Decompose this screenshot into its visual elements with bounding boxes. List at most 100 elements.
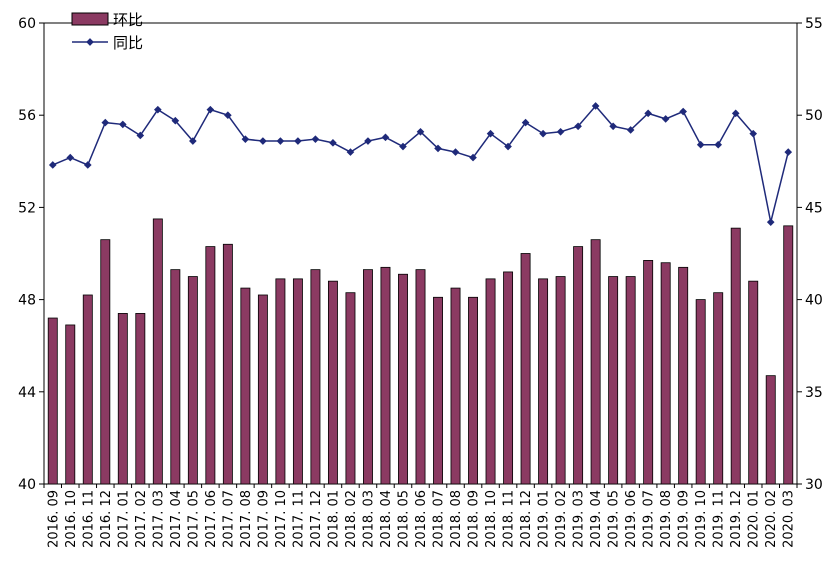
bar-2020.01 bbox=[748, 280, 759, 485]
x-tick-label: 2017. 11 bbox=[291, 490, 306, 548]
x-tick-label: 2020. 01 bbox=[747, 490, 762, 548]
x-tick-label: 2019. 11 bbox=[712, 490, 727, 548]
bar-2017.12 bbox=[310, 269, 321, 485]
x-tick-label: 2017. 12 bbox=[309, 490, 324, 548]
x-tick-label: 2018. 12 bbox=[519, 490, 534, 548]
bar-2019.01 bbox=[538, 278, 549, 485]
line-point-2017.11 bbox=[294, 137, 302, 145]
bar-2018.11 bbox=[503, 271, 514, 485]
x-tick-label: 2019. 02 bbox=[554, 490, 569, 548]
x-tick-label: 2019. 10 bbox=[694, 490, 709, 548]
x-tick-label: 2018. 01 bbox=[326, 490, 341, 548]
x-tick-label: 2018. 07 bbox=[432, 490, 447, 548]
x-tick-label: 2019. 12 bbox=[729, 490, 744, 548]
right-axis: 30 35 40 45 50 55 bbox=[797, 16, 823, 493]
bar-2016.12 bbox=[100, 239, 111, 485]
x-tick-label: 2017. 04 bbox=[169, 490, 184, 548]
bar-series bbox=[47, 218, 794, 485]
bar-2019.05 bbox=[608, 276, 619, 485]
line-point-2017.08 bbox=[241, 135, 250, 143]
x-tick-label: 2019. 04 bbox=[589, 490, 604, 548]
line-point-2020.02 bbox=[766, 218, 775, 226]
bar-2017.04 bbox=[170, 269, 181, 485]
right-tick-label: 40 bbox=[805, 293, 823, 309]
x-tick-label: 2020. 03 bbox=[782, 490, 797, 548]
line-point-2019.09 bbox=[679, 107, 687, 116]
bar-2017.01 bbox=[117, 313, 128, 485]
x-tick-label: 2018. 09 bbox=[467, 490, 482, 548]
x-tick-label: 2018. 02 bbox=[344, 490, 359, 548]
right-tick-label: 55 bbox=[805, 16, 823, 32]
x-tick-label: 2019. 01 bbox=[537, 490, 552, 548]
x-tick-label: 2019. 06 bbox=[624, 490, 639, 548]
line-point-2019.04 bbox=[591, 102, 600, 110]
x-tick-label: 2018. 10 bbox=[484, 490, 499, 548]
right-tick-label: 45 bbox=[805, 200, 823, 216]
line-series bbox=[48, 102, 793, 226]
bar-2018.05 bbox=[398, 273, 408, 485]
line-point-2019.10 bbox=[696, 140, 705, 149]
line-point-2017.04 bbox=[171, 116, 180, 125]
x-tick-label: 2019. 03 bbox=[572, 490, 587, 548]
bar-2019.09 bbox=[678, 266, 689, 485]
left-axis: 40 44 48 52 56 60 bbox=[18, 16, 44, 493]
line-point-2019.05 bbox=[609, 122, 617, 131]
line-point-2018.04 bbox=[381, 133, 390, 142]
left-tick-label: 40 bbox=[18, 477, 36, 493]
x-tick-label: 2017. 07 bbox=[221, 490, 236, 548]
bar-2020.02 bbox=[765, 375, 776, 485]
line-point-2019.01 bbox=[539, 129, 547, 138]
left-tick-label: 44 bbox=[18, 385, 36, 401]
line-point-2018.08 bbox=[451, 148, 460, 156]
x-tick-label: 2016. 12 bbox=[99, 490, 114, 548]
line-point-2019.07 bbox=[644, 109, 652, 118]
left-tick-label: 56 bbox=[18, 108, 36, 124]
line-point-2016.10 bbox=[66, 153, 75, 162]
line-point-2017.10 bbox=[276, 137, 285, 145]
x-tick-label: 2017. 01 bbox=[116, 490, 131, 548]
bar-2019.07 bbox=[643, 260, 654, 485]
bar-2019.03 bbox=[573, 246, 584, 485]
bar-2019.04 bbox=[590, 239, 601, 485]
bar-2018.10 bbox=[485, 278, 496, 485]
bar-2017.05 bbox=[187, 276, 198, 485]
line-point-2020.03 bbox=[784, 148, 793, 156]
line-path bbox=[52, 104, 789, 223]
line-point-2017.01 bbox=[118, 120, 127, 129]
bar-2020.03 bbox=[783, 225, 794, 485]
bar-2016.10 bbox=[65, 324, 76, 485]
left-tick-label: 60 bbox=[18, 16, 36, 32]
right-tick-label: 50 bbox=[805, 108, 823, 124]
legend-line-marker bbox=[86, 38, 94, 46]
x-tick-label: 2017. 08 bbox=[239, 490, 254, 548]
right-tick-label: 35 bbox=[805, 385, 823, 401]
legend-bar-swatch bbox=[71, 12, 109, 26]
bar-2016.09 bbox=[47, 317, 58, 485]
bar-2017.02 bbox=[135, 313, 146, 485]
line-point-2019.02 bbox=[556, 127, 565, 136]
bar-2018.01 bbox=[327, 280, 338, 485]
bar-2018.03 bbox=[363, 269, 373, 485]
x-tick-label: 2018. 04 bbox=[379, 490, 394, 548]
line-point-2016.12 bbox=[101, 118, 110, 127]
bar-2017.07 bbox=[222, 243, 233, 485]
x-tick-label: 2018. 08 bbox=[449, 490, 464, 548]
x-tick-label: 2020. 02 bbox=[764, 490, 779, 548]
x-tick-label: 2018. 03 bbox=[361, 490, 376, 548]
bar-2018.09 bbox=[468, 296, 478, 485]
bar-2018.08 bbox=[450, 287, 461, 485]
left-tick-label: 52 bbox=[18, 200, 36, 216]
left-tick-label: 48 bbox=[18, 293, 36, 309]
x-tick-label: 2016. 11 bbox=[81, 490, 96, 548]
bar-2017.03 bbox=[152, 218, 163, 485]
bar-2019.08 bbox=[660, 262, 671, 485]
x-tick-label: 2017. 05 bbox=[186, 490, 201, 548]
bar-2018.12 bbox=[520, 253, 531, 485]
line-point-2018.01 bbox=[329, 139, 337, 147]
bar-2017.06 bbox=[205, 246, 216, 485]
line-point-2017.06 bbox=[206, 105, 215, 114]
bar-2019.11 bbox=[713, 292, 724, 485]
line-point-2017.12 bbox=[311, 135, 320, 143]
line-point-2016.11 bbox=[83, 161, 92, 169]
bar-2019.02 bbox=[555, 276, 566, 485]
